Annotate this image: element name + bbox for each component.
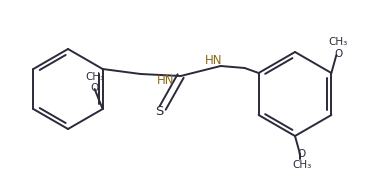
Text: O: O — [91, 83, 99, 93]
Text: O: O — [334, 49, 343, 59]
Text: S: S — [155, 105, 164, 118]
Text: HN: HN — [205, 54, 222, 67]
Text: CH₃: CH₃ — [85, 72, 104, 82]
Text: O: O — [298, 149, 306, 159]
Text: CH₃: CH₃ — [329, 37, 348, 47]
Text: CH₃: CH₃ — [292, 160, 312, 170]
Text: HN: HN — [157, 73, 174, 86]
